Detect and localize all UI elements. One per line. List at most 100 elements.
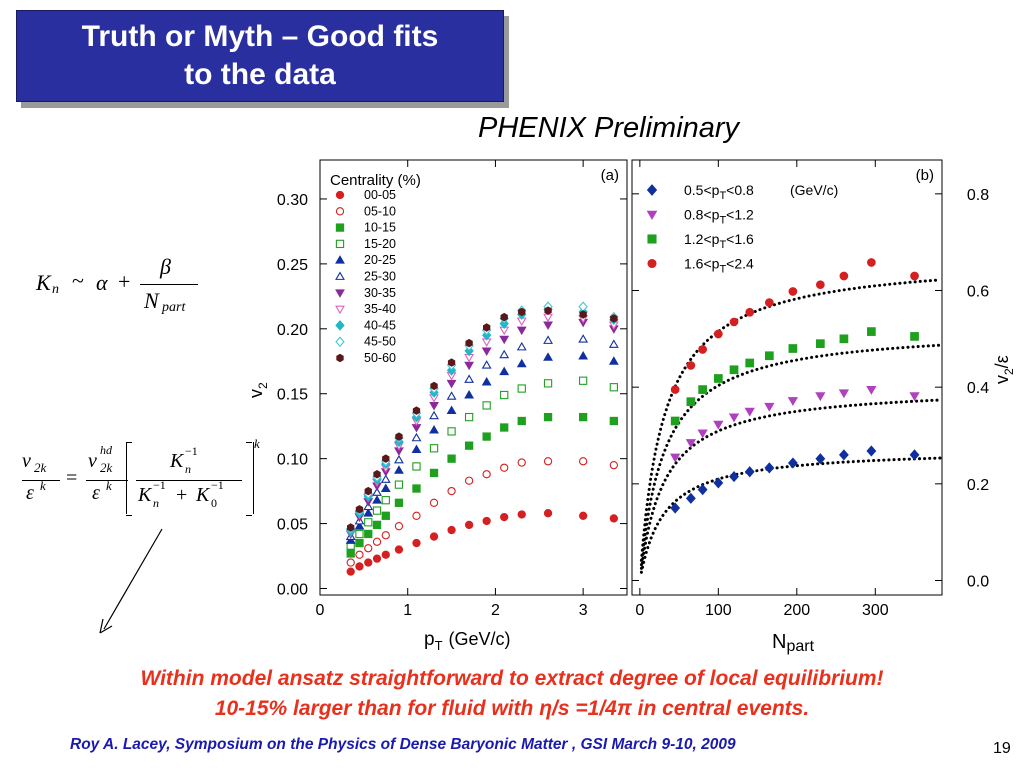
data-point-00-05 xyxy=(381,550,390,559)
data-point-25-30 xyxy=(372,487,382,496)
data-point-00-05 xyxy=(609,514,618,523)
data-point-10-15 xyxy=(364,529,373,539)
y-tick-label: 0.15 xyxy=(277,387,308,404)
data-point-05-10 xyxy=(609,460,618,470)
legend-label-35-40: 35-40 xyxy=(364,302,396,316)
legend-title: Centrality (%) xyxy=(330,172,421,189)
data-point-1.2<pT<1.6 xyxy=(867,327,876,336)
data-point-1.2<pT<1.6 xyxy=(670,416,680,426)
x-axis-label-b: Npart xyxy=(772,631,815,655)
data-point-30-35 xyxy=(464,361,475,371)
data-point-25-30 xyxy=(499,349,510,359)
eq2-k0: K xyxy=(196,484,210,506)
eq2-v-left: v xyxy=(22,450,31,472)
legend-marker-35-40 xyxy=(335,305,345,315)
data-point-05-10 xyxy=(578,457,588,466)
data-point-1.2<pT<1.6 xyxy=(729,365,739,375)
data-point-05-10 xyxy=(464,476,474,485)
data-point-0.8<pT<1.2 xyxy=(787,397,799,406)
data-point-05-10 xyxy=(429,498,439,507)
data-point-30-35 xyxy=(446,379,457,389)
data-point-10-15 xyxy=(500,423,509,432)
x-tick-label: 300 xyxy=(862,602,889,619)
data-point-10-15 xyxy=(355,538,364,548)
data-point-15-20 xyxy=(500,390,509,400)
fit-curve-<2.4 xyxy=(639,278,942,562)
data-point-1.6<pT<2.4 xyxy=(764,298,774,307)
eq2-2k-left: 2k xyxy=(34,460,47,475)
data-point-50-60 xyxy=(610,314,618,323)
x-tick-label: 1 xyxy=(403,602,412,619)
data-point-0.5<pT<0.8 xyxy=(729,471,739,483)
data-point-15-20 xyxy=(355,529,364,539)
legend-label-00-05: 00-05 xyxy=(364,188,396,202)
eq2-2k-right: 2k xyxy=(100,460,113,475)
eq2-kn-den-sup: −1 xyxy=(153,478,166,492)
data-point-50-60 xyxy=(447,358,456,367)
legend-label-0: 0.5<pT<0.8 xyxy=(684,182,754,202)
eq1-alpha: α xyxy=(96,270,108,295)
data-point-10-15 xyxy=(381,511,390,520)
data-point-00-05 xyxy=(447,525,456,535)
data-point-05-10 xyxy=(355,550,364,559)
chart-subtitle: PHENIX Preliminary xyxy=(478,112,740,144)
data-point-50-60 xyxy=(482,323,491,332)
data-point-0.5<pT<0.8 xyxy=(838,449,849,461)
eq1-k: K xyxy=(36,270,51,295)
data-point-20-25 xyxy=(372,495,382,504)
data-point-00-05 xyxy=(543,509,553,518)
title-line-1: Truth or Myth – Good fits xyxy=(81,20,439,53)
data-point-15-20 xyxy=(447,427,456,436)
eq2-plus: + xyxy=(176,484,188,506)
data-point-1.2<pT<1.6 xyxy=(816,339,825,349)
eq2-kn-num: K xyxy=(170,450,184,472)
eq2-bracket-ticks-left xyxy=(126,442,132,516)
data-point-1.6<pT<2.4 xyxy=(670,385,680,394)
data-point-00-05 xyxy=(578,511,588,520)
legend-marker-10-15 xyxy=(335,223,345,232)
data-point-15-20 xyxy=(372,506,382,515)
data-point-1.6<pT<2.4 xyxy=(816,280,825,290)
data-point-0.5<pT<0.8 xyxy=(866,445,877,457)
legend-label-10-15: 10-15 xyxy=(364,221,396,235)
data-point-20-25 xyxy=(380,483,391,492)
pointer-arrow xyxy=(99,528,163,634)
data-point-50-60 xyxy=(355,505,364,514)
data-point-10-15 xyxy=(412,484,421,493)
data-point-10-15 xyxy=(394,498,404,507)
data-point-50-60 xyxy=(373,470,381,479)
data-point-25-30 xyxy=(578,334,589,343)
chart-panel-b: 0 100 200 300 0.0 0.2 0.4 0.6 0.8 (b) 0.5<pT<0.8 0.… xyxy=(631,159,1016,655)
y-tick-label: 0.8 xyxy=(967,187,989,204)
eq2-k0-sup: −1 xyxy=(211,478,224,492)
data-point-15-20 xyxy=(482,401,491,410)
data-point-50-60 xyxy=(465,338,473,348)
data-point-0.8<pT<1.2 xyxy=(909,392,920,402)
data-point-50-60 xyxy=(544,306,552,315)
data-point-00-05 xyxy=(517,510,526,519)
eq2-eps-right: ε xyxy=(92,482,100,504)
data-point-30-35 xyxy=(481,347,492,356)
legend-marker-30-35 xyxy=(335,289,345,298)
data-point-05-10 xyxy=(500,463,509,472)
eq1-fraction-bar xyxy=(140,284,198,285)
data-point-15-20 xyxy=(381,496,390,505)
legend-marker-50-60 xyxy=(336,353,344,363)
data-point-0.5<pT<0.8 xyxy=(909,449,920,461)
data-point-50-60 xyxy=(500,312,508,322)
y-tick-label: 0.4 xyxy=(967,380,989,397)
data-point-1.2<pT<1.6 xyxy=(745,358,755,368)
conclusion-line-1: Within model ansatz straightforward to e… xyxy=(140,667,884,690)
legend-label-45-50: 45-50 xyxy=(364,335,396,349)
x-tick-label: 100 xyxy=(705,602,732,619)
data-point-15-20 xyxy=(543,379,553,388)
x-tick-label: 2 xyxy=(491,602,500,619)
eq2-k0-sub: 0 xyxy=(211,496,217,510)
legend-marker-25-30 xyxy=(335,271,345,280)
data-point-1.6<pT<2.4 xyxy=(745,307,755,317)
data-point-00-05 xyxy=(355,562,364,571)
data-point-20-25 xyxy=(464,389,475,399)
x-axis-label: pT (GeV/c) xyxy=(424,629,511,653)
data-point-0.5<pT<0.8 xyxy=(713,477,724,489)
data-point-30-35 xyxy=(499,335,510,345)
